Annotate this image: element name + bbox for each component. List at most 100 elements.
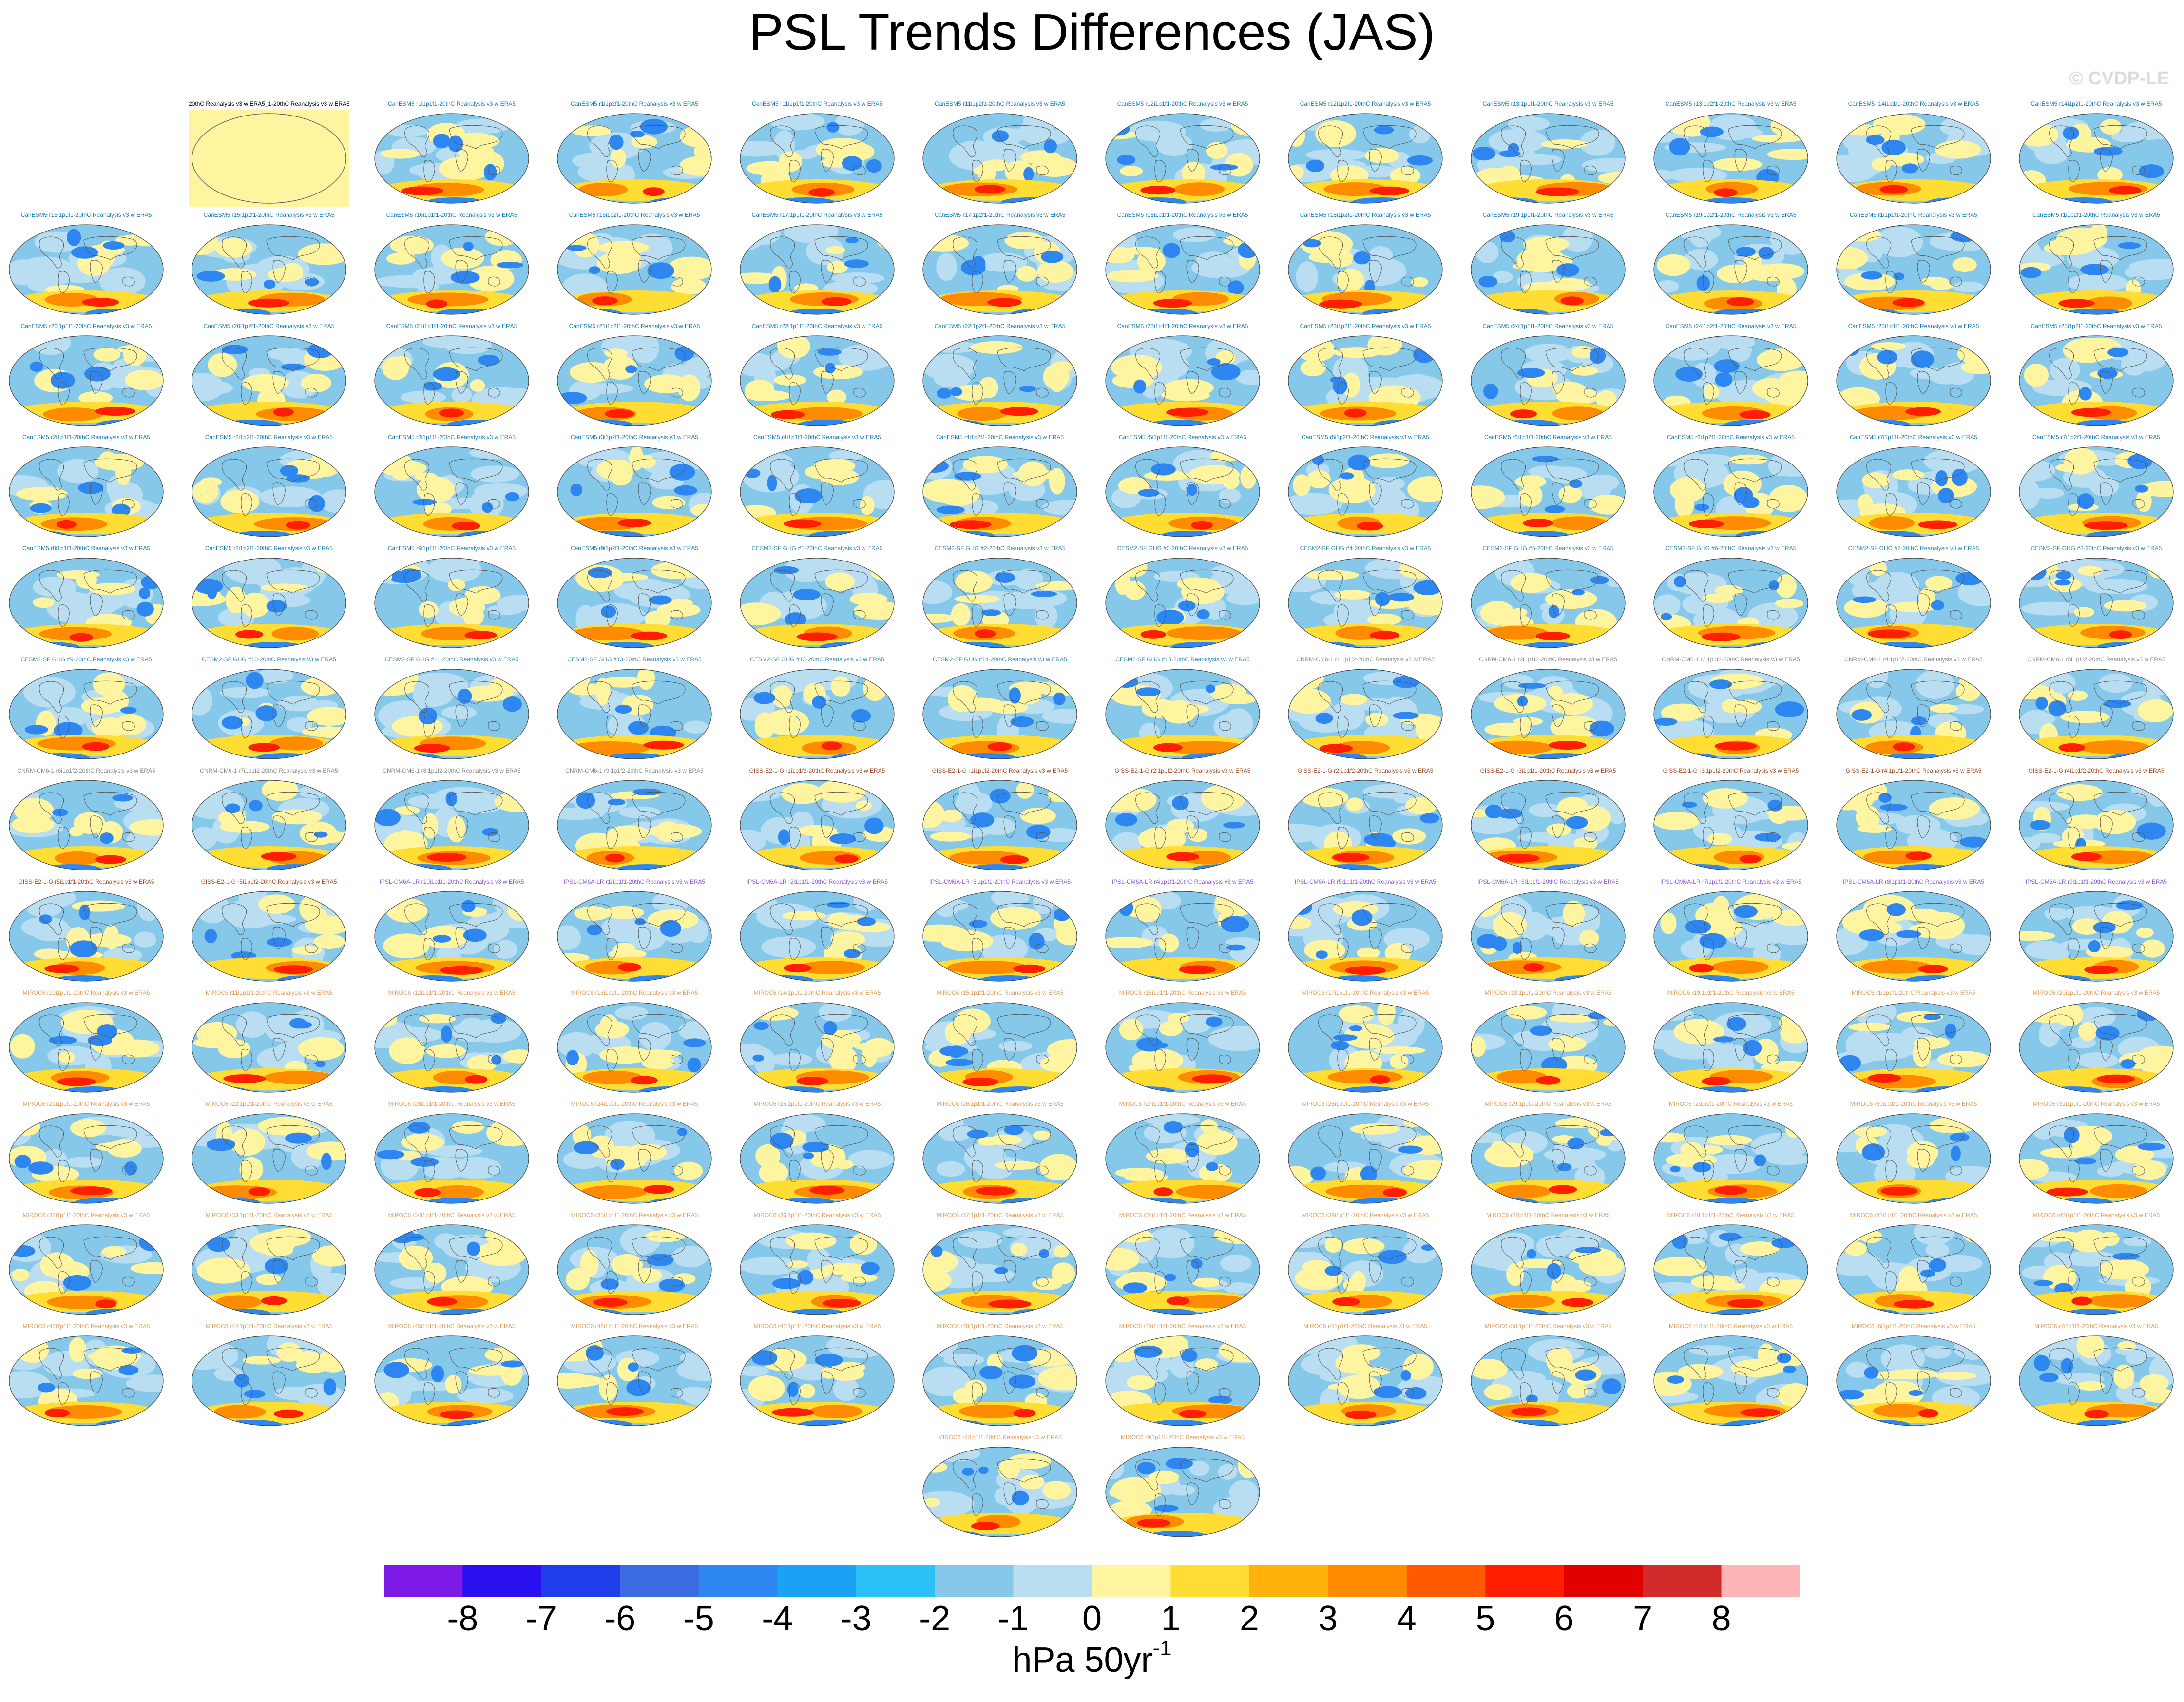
field-patch: [656, 602, 701, 617]
field-patch: [2127, 453, 2152, 469]
field-patch: [995, 572, 1015, 583]
southern-band: [9, 531, 68, 537]
southern-band: [464, 631, 497, 640]
field-patch: [772, 685, 793, 708]
field-patch: [659, 381, 701, 390]
map-field: [923, 669, 1077, 759]
field-patch: [1517, 696, 1528, 707]
field-patch: [793, 589, 821, 600]
coastlines: [587, 569, 686, 627]
southern-band: [787, 407, 863, 421]
field-patch: [1471, 1359, 1508, 1380]
globe-outline: [9, 224, 164, 315]
field-patch: [1146, 1148, 1192, 1164]
field-patch: [396, 830, 414, 852]
field-patch: [1846, 1041, 1905, 1061]
field-patch: [860, 496, 875, 515]
coastlines: [1684, 347, 1782, 405]
field-patch: [978, 1466, 989, 1474]
colorbar-tick-label: 7: [1633, 1599, 1653, 1638]
map-field: [1471, 1336, 1625, 1426]
field-patch: [1223, 822, 1245, 829]
map-panel: GISS-E2-1-G r2i1p1f2-20thC Reanalysis v3…: [1102, 767, 1263, 875]
field-patch: [1164, 1121, 1183, 1134]
field-patch: [928, 1117, 941, 1135]
southern-band: [1179, 965, 1216, 974]
field-patch: [287, 474, 310, 483]
map-field: [375, 1003, 529, 1092]
field-patch: [1938, 488, 1954, 503]
map-field: [1654, 669, 1808, 759]
map-field: [557, 780, 711, 870]
field-patch: [1923, 448, 1984, 474]
map-svg: [1836, 113, 1991, 204]
field-patch: [445, 1375, 462, 1394]
field-patch: [2085, 579, 2148, 595]
map-panel: CanESM5 r1i1p1f1-20thC Reanalysis v3 w E…: [1833, 211, 1994, 319]
coastlines: [39, 1236, 137, 1294]
field-patch: [423, 382, 442, 391]
map-panel: CNRM-CM6-1 r9i1p1f2-20thC Reanalysis v3 …: [554, 767, 715, 875]
southern-band: [771, 410, 805, 419]
panel-label: CanESM5 r2i1p2f1-20thC Reanalysis v3 w E…: [205, 434, 333, 441]
map-svg: [189, 110, 349, 207]
field-patch: [647, 262, 674, 279]
globe-outline: [2019, 1113, 2174, 1204]
panel-label: CanESM5 r23i1p2f1-20thC Reanalysis v3 w …: [1300, 323, 1431, 329]
map-panel: MIROC6 r47i1p1f1-20thC Reanalysis v3 w E…: [737, 1322, 898, 1431]
field-patch: [1862, 1143, 1885, 1161]
field-patch: [649, 824, 702, 839]
map-svg: [1105, 113, 1260, 204]
panel-label: MIROC6 r2i1p1f1-20thC Reanalysis v3 w ER…: [1668, 1101, 1793, 1107]
field-patch: [1532, 456, 1559, 462]
coastlines: [587, 1125, 686, 1182]
field-patch: [207, 1237, 230, 1252]
field-patch: [2033, 487, 2064, 499]
field-patch: [677, 1128, 688, 1136]
coastlines: [1501, 569, 1599, 627]
southern-band: [643, 740, 684, 750]
southern-band: [212, 1309, 271, 1315]
field-patch: [752, 1054, 764, 1062]
panel-label: MIROC6 r10i1p1f1-20thC Reanalysis v3 w E…: [22, 989, 150, 996]
southern-band: [593, 1298, 628, 1307]
panel-label: IPSL-CM6A-LR r2i1p1f1-20thC Reanalysis v…: [746, 878, 888, 885]
globe-outline: [9, 1224, 164, 1315]
panel-label: CanESM5 r16i1p1f1-20thC Reanalysis v3 w …: [386, 212, 517, 218]
coastlines: [1684, 903, 1782, 960]
southern-band: [2065, 309, 2124, 314]
field-patch: [604, 348, 628, 358]
map-field: [1837, 225, 1991, 314]
field-patch: [937, 388, 952, 399]
coastlines: [587, 1236, 686, 1294]
field-patch: [1484, 722, 1532, 736]
field-patch: [403, 1234, 424, 1241]
panel-label: IPSL-CM6A-LR r6i1p1f1-20thC Reanalysis v…: [1477, 878, 1619, 885]
southern-band: [1160, 531, 1219, 537]
field-patch: [2137, 1006, 2161, 1021]
southern-band: [286, 521, 310, 530]
southern-band: [808, 188, 835, 197]
field-patch: [390, 669, 419, 688]
southern-band: [261, 852, 297, 861]
coastlines: [2049, 347, 2147, 405]
southern-band: [1727, 1299, 1764, 1308]
panel-label: CNRM-CM6-1 r2i1p1f2-20thC Reanalysis v3 …: [1479, 656, 1617, 663]
field-patch: [1419, 813, 1440, 824]
southern-band: [1880, 1186, 1918, 1196]
globe-outline: [557, 669, 712, 759]
southern-band: [1362, 309, 1421, 314]
field-patch: [809, 1148, 828, 1167]
map-field: [1288, 1225, 1442, 1315]
field-patch: [2039, 1373, 2059, 1382]
map-field: [740, 114, 894, 203]
southern-band: [414, 1188, 441, 1197]
map-field: [192, 1114, 346, 1203]
field-patch: [383, 1362, 409, 1378]
colorbar-tick-label: 0: [1082, 1599, 1102, 1638]
southern-band: [642, 187, 665, 196]
field-patch: [841, 1273, 878, 1283]
southern-band: [1670, 864, 1729, 870]
map-panel: GISS-E2-1-G r5i1p1f1-20thC Reanalysis v3…: [6, 878, 167, 986]
panel-label: CanESM5 r4i1p2f1-20thC Reanalysis v3 w E…: [936, 434, 1064, 441]
